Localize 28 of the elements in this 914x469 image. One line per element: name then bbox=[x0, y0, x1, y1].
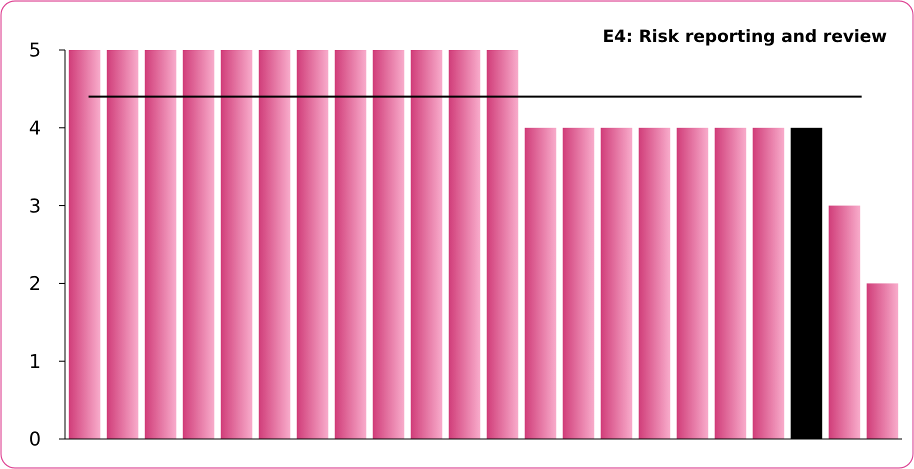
bar bbox=[68, 50, 100, 439]
bar bbox=[562, 128, 594, 439]
bar bbox=[334, 50, 366, 439]
y-tick-label: 0 bbox=[28, 428, 41, 451]
bar bbox=[714, 128, 746, 439]
bar bbox=[410, 50, 442, 439]
y-tick-label: 1 bbox=[28, 350, 41, 373]
bar bbox=[182, 50, 214, 439]
bar bbox=[106, 50, 138, 439]
bar bbox=[828, 206, 860, 439]
bar bbox=[144, 50, 176, 439]
bar bbox=[676, 128, 708, 439]
chart-title: E4: Risk reporting and review bbox=[602, 27, 888, 47]
bar bbox=[258, 50, 290, 439]
y-tick-label: 3 bbox=[28, 195, 41, 218]
bar bbox=[220, 50, 252, 439]
bar bbox=[372, 50, 404, 439]
y-tick-label: 5 bbox=[28, 40, 41, 62]
bar bbox=[638, 128, 670, 439]
y-tick-label: 2 bbox=[28, 273, 41, 296]
bar bbox=[296, 50, 328, 439]
bar bbox=[866, 283, 898, 439]
bar bbox=[524, 128, 556, 439]
bar bbox=[486, 50, 518, 439]
y-tick-label: 4 bbox=[28, 117, 41, 140]
bar bbox=[600, 128, 632, 439]
bar bbox=[752, 128, 784, 439]
bar bbox=[448, 50, 480, 439]
